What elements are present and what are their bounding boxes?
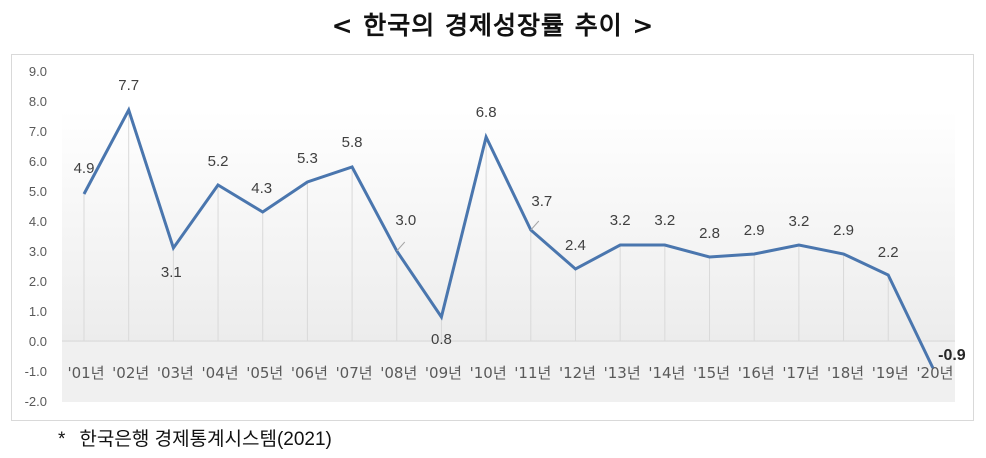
data-label: 5.8 xyxy=(342,134,363,151)
x-tick-label: '16년 xyxy=(738,364,775,382)
y-tick-label: -2.0 xyxy=(25,394,47,409)
data-label: 3.2 xyxy=(610,212,631,229)
x-tick-label: '08년 xyxy=(380,364,417,382)
data-label: 5.2 xyxy=(208,153,229,170)
y-tick-label: 6.0 xyxy=(29,154,47,169)
leader-line xyxy=(396,241,406,252)
y-axis-ticks: 9.0 8.0 7.0 6.0 5.0 4.0 3.0 2.0 1.0 0.0 -1.0 -2.0 xyxy=(25,64,47,409)
x-tick-label: '14년 xyxy=(648,364,685,382)
y-tick-label: 4.0 xyxy=(29,214,47,229)
x-tick-label: '18년 xyxy=(827,364,864,382)
y-tick-label: 1.0 xyxy=(29,304,47,319)
y-tick-label: 7.0 xyxy=(29,124,47,139)
x-tick-label: '10년 xyxy=(470,364,507,382)
x-tick-label: '03년 xyxy=(157,364,194,382)
footnote-text: 한국은행 경제통계시스템(2021) xyxy=(79,429,332,450)
x-axis-labels: '01년 '02년 '03년 '04년 '05년 '06년 '07년 '08년 '09년 '10년… xyxy=(67,364,953,382)
x-tick-label: '20년 xyxy=(916,364,953,382)
x-tick-label: '07년 xyxy=(336,364,373,382)
x-tick-label: '12년 xyxy=(559,364,596,382)
data-label: 3.7 xyxy=(531,193,552,210)
data-label: 3.2 xyxy=(654,212,675,229)
data-label: 2.2 xyxy=(878,244,899,261)
x-tick-label: '09년 xyxy=(425,364,462,382)
chart-title: < 한국의 경제성장률 추이 > xyxy=(331,11,655,40)
data-label: 0.8 xyxy=(431,331,452,348)
x-tick-label: '13년 xyxy=(604,364,641,382)
x-tick-label: '04년 xyxy=(202,364,239,382)
x-tick-label: '19년 xyxy=(872,364,909,382)
data-label: 6.8 xyxy=(476,104,497,121)
y-tick-label: 8.0 xyxy=(29,94,47,109)
x-axis-band xyxy=(62,342,955,402)
y-tick-label: 9.0 xyxy=(29,64,47,79)
data-label: 3.2 xyxy=(788,213,809,230)
data-label: 7.7 xyxy=(118,77,139,94)
x-tick-label: '01년 xyxy=(67,364,104,382)
y-tick-label: 2.0 xyxy=(29,274,47,289)
label-leader-lines xyxy=(396,220,540,252)
leader-line xyxy=(530,220,540,231)
x-tick-label: '17년 xyxy=(782,364,819,382)
x-tick-label: '15년 xyxy=(693,364,730,382)
y-tick-label: 5.0 xyxy=(29,184,47,199)
x-tick-label: '11년 xyxy=(514,364,551,382)
data-label: 5.3 xyxy=(297,150,318,167)
growth-rate-line xyxy=(82,106,935,369)
x-tick-label: '05년 xyxy=(246,364,283,382)
data-label: 2.9 xyxy=(833,222,854,239)
data-label: -0.9 xyxy=(938,347,966,364)
data-label: 4.9 xyxy=(74,160,95,177)
data-label: 2.9 xyxy=(744,222,765,239)
data-labels: 4.9 7.7 3.1 5.2 4.3 5.3 5.8 3.0 0.8 6.8 3.7 2.4 3.2 3… xyxy=(74,77,966,364)
x-tick-label: '02년 xyxy=(112,364,149,382)
data-label: 2.8 xyxy=(699,225,720,242)
footnote-marker: * xyxy=(58,429,66,450)
data-label: 3.1 xyxy=(161,264,182,281)
data-label: 3.0 xyxy=(395,212,416,229)
source-footnote: * 한국은행 경제통계시스템(2021) xyxy=(58,424,332,451)
drop-lines xyxy=(83,110,889,341)
y-tick-label: 0.0 xyxy=(29,334,47,349)
data-label: 4.3 xyxy=(251,180,272,197)
plot-area xyxy=(62,110,955,342)
y-tick-label: -1.0 xyxy=(25,364,47,379)
y-tick-label: 3.0 xyxy=(29,244,47,259)
x-tick-label: '06년 xyxy=(291,364,328,382)
data-label: 2.4 xyxy=(565,237,586,254)
